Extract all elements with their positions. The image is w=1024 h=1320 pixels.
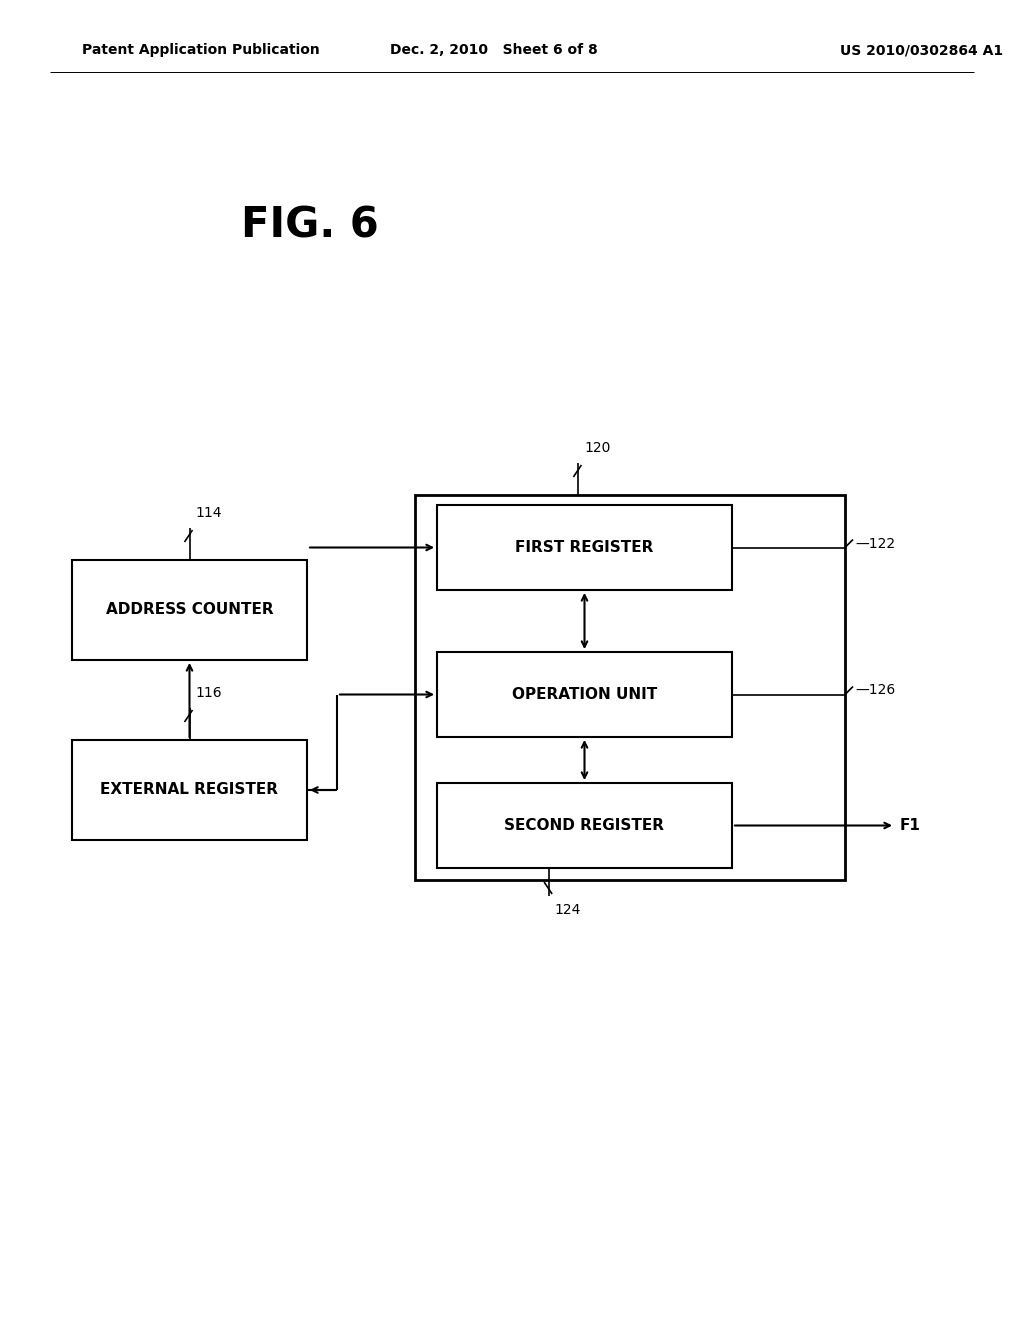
Text: FIRST REGISTER: FIRST REGISTER — [515, 540, 653, 554]
Text: 124: 124 — [554, 903, 581, 917]
Text: Patent Application Publication: Patent Application Publication — [82, 44, 319, 57]
Bar — [72, 560, 307, 660]
Text: EXTERNAL REGISTER: EXTERNAL REGISTER — [100, 783, 279, 797]
Text: F1: F1 — [900, 818, 921, 833]
Bar — [415, 495, 845, 880]
Text: OPERATION UNIT: OPERATION UNIT — [512, 686, 657, 702]
Text: SECOND REGISTER: SECOND REGISTER — [505, 818, 665, 833]
Text: —122: —122 — [855, 536, 895, 550]
Text: ADDRESS COUNTER: ADDRESS COUNTER — [105, 602, 273, 618]
Text: US 2010/0302864 A1: US 2010/0302864 A1 — [840, 44, 1004, 57]
Bar — [72, 741, 307, 840]
Bar — [437, 652, 732, 737]
Text: 116: 116 — [196, 686, 222, 700]
Text: FIG. 6: FIG. 6 — [241, 205, 379, 246]
Text: —126: —126 — [855, 684, 895, 697]
Text: 120: 120 — [585, 441, 610, 455]
Bar — [437, 783, 732, 869]
Bar — [437, 506, 732, 590]
Text: Dec. 2, 2010   Sheet 6 of 8: Dec. 2, 2010 Sheet 6 of 8 — [390, 44, 598, 57]
Text: 114: 114 — [196, 506, 222, 520]
